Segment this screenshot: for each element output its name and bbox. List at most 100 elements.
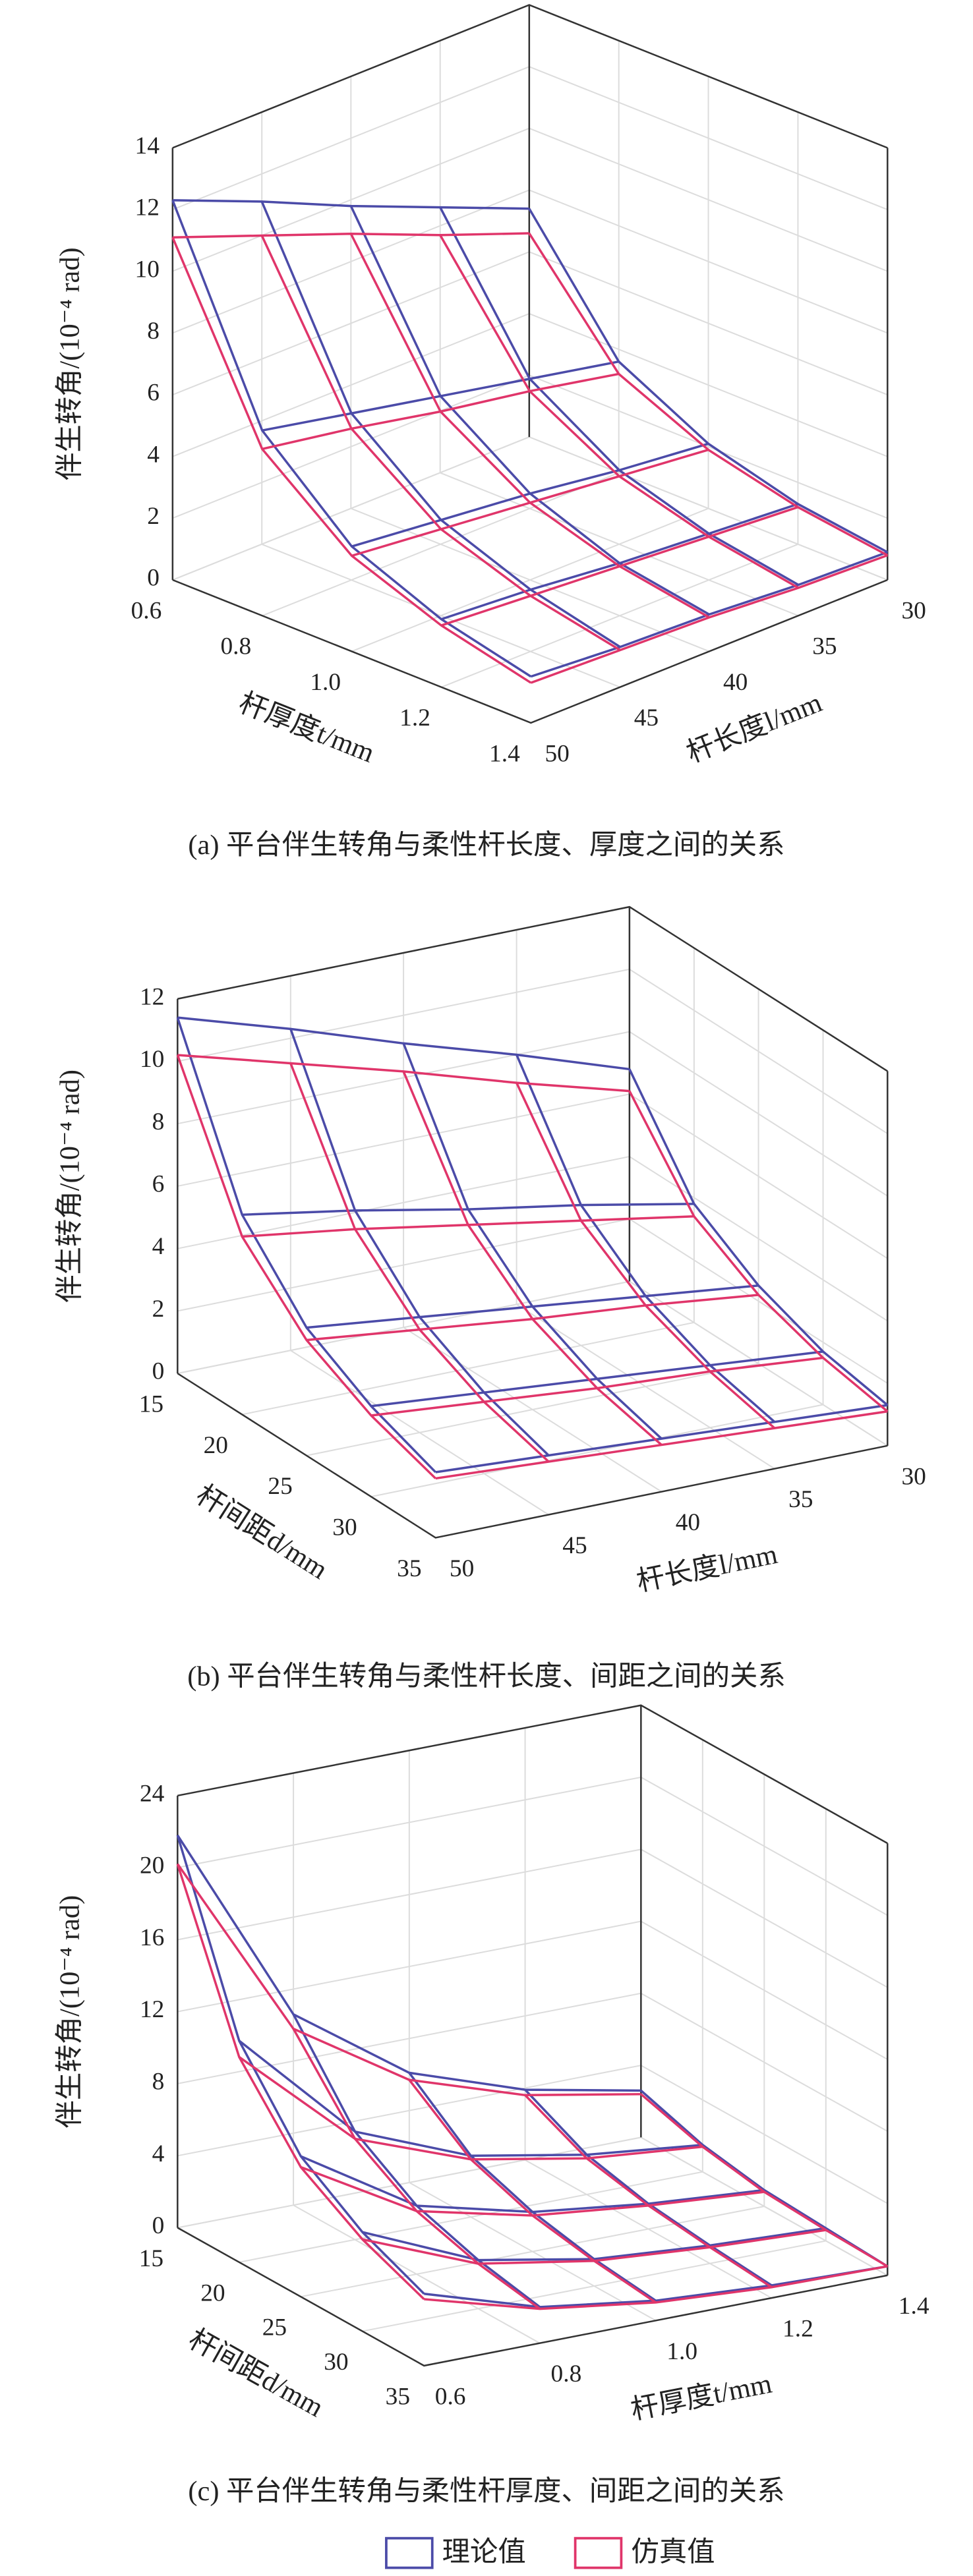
surface-line	[408, 2079, 657, 2304]
surface-line	[528, 208, 889, 554]
surface-line	[172, 232, 529, 239]
surface-line	[408, 2072, 657, 2302]
x-axis-label: 杆厚度t/mm	[235, 687, 379, 769]
x-tick-label: 30	[324, 2349, 348, 2376]
box-edge	[172, 579, 888, 724]
y-grid-line	[408, 1750, 657, 2322]
y-tick-label: 40	[676, 1509, 700, 1536]
z-tick-label: 12	[140, 983, 164, 1010]
z-tick-label: 16	[140, 1924, 164, 1951]
surface-line	[177, 1016, 630, 1071]
box-edge	[172, 4, 888, 149]
x-tick-label: 35	[386, 2383, 410, 2410]
z-tick-label: 14	[135, 132, 160, 159]
y-tick-label: 30	[901, 1463, 926, 1490]
z-tick-label: 2	[152, 1296, 165, 1323]
x-tick-label: 20	[204, 1432, 228, 1459]
z-tick-label: 10	[135, 256, 160, 283]
surface-line	[349, 205, 710, 615]
x-tick-label: 15	[139, 2245, 163, 2272]
y-tick-label: 35	[788, 1486, 813, 1513]
x-tick-label: 1.2	[399, 704, 430, 731]
y-tick-label: 50	[450, 1555, 474, 1582]
surface-line	[292, 2013, 541, 2308]
box-edge	[177, 905, 888, 1072]
surface-line	[176, 1835, 425, 2295]
y-grid-line	[439, 40, 799, 617]
x-axis-label: 杆间距d/mm	[191, 1479, 333, 1586]
surface-line	[402, 1043, 663, 1440]
x-tick-label: 1.0	[310, 669, 341, 696]
z-tick-label: 0	[152, 1358, 165, 1385]
surface-line	[349, 233, 710, 619]
y-grid-line	[403, 952, 663, 1493]
surface-line	[176, 1017, 436, 1474]
z-tick-label: 4	[147, 441, 160, 468]
legend-swatch	[574, 2536, 623, 2569]
z-grid-line	[177, 2065, 888, 2204]
caption: (b) 平台伴生转角与柔性杆长度、间距之间的关系	[187, 1661, 786, 1692]
surface-line	[439, 206, 800, 587]
surface-line	[292, 2028, 541, 2310]
surface-line	[177, 1054, 630, 1093]
surface-line	[171, 237, 532, 684]
z-grid-line	[177, 1848, 888, 1988]
surface-line	[260, 235, 621, 651]
z-tick-label: 4	[152, 1233, 165, 1260]
y-tick-label: 1.4	[899, 2293, 929, 2320]
z-grid-line	[177, 1776, 888, 1916]
surface-line	[528, 233, 889, 557]
surface-line	[289, 1028, 550, 1456]
surface-line	[300, 2165, 765, 2217]
z-tick-label: 8	[152, 2069, 165, 2096]
x-axis-label: 杆间距d/mm	[183, 2324, 328, 2423]
x-tick-label: 15	[139, 1391, 163, 1418]
surface-line	[516, 1082, 776, 1429]
legend-label: 仿真值	[631, 2536, 715, 2567]
y-tick-label: 40	[723, 669, 748, 696]
surface-line	[362, 2227, 827, 2262]
box-edge	[177, 2227, 888, 2367]
y-tick-label: 35	[812, 633, 837, 660]
y-tick-label: 50	[545, 740, 570, 767]
x-grid-line	[239, 1740, 703, 2263]
surface-line	[176, 1864, 425, 2301]
z-tick-label: 2	[147, 503, 160, 530]
z-axis-label: 伴生转角/(10⁻⁴ rad)	[54, 1895, 85, 2129]
y-axis-label: 杆厚度t/mm	[628, 2368, 775, 2426]
z-tick-label: 8	[147, 318, 160, 345]
x-tick-label: 25	[262, 2314, 287, 2341]
z-tick-label: 20	[140, 1852, 164, 1879]
z-tick-label: 24	[140, 1780, 165, 1807]
y-axis-label: 杆长度l/mm	[634, 1539, 781, 1597]
y-tick-label: 30	[901, 597, 926, 624]
z-tick-label: 0	[147, 565, 160, 592]
legend-swatch	[385, 2536, 434, 2569]
y-axis-label: 杆长度l/mm	[682, 687, 827, 768]
z-axis-label: 伴生转角/(10⁻⁴ rad)	[54, 1070, 85, 1303]
y-tick-label: 0.6	[435, 2383, 466, 2410]
y-tick-label: 1.2	[782, 2316, 813, 2343]
x-tick-label: 1.4	[489, 740, 520, 767]
z-tick-label: 6	[147, 380, 160, 407]
surface-line	[439, 234, 800, 589]
z-tick-label: 8	[152, 1108, 165, 1135]
z-tick-label: 6	[152, 1171, 165, 1198]
caption: (c) 平台伴生转角与柔性杆厚度、间距之间的关系	[188, 2476, 784, 2507]
surface-line	[172, 199, 529, 210]
y-tick-label: 45	[562, 1532, 587, 1559]
caption: (a) 平台伴生转角与柔性杆长度、厚度之间的关系	[188, 830, 784, 861]
surface-line	[524, 2094, 773, 2289]
z-tick-label: 4	[152, 2140, 165, 2167]
x-grid-line	[370, 1030, 824, 1498]
x-tick-label: 25	[268, 1473, 292, 1500]
z-tick-label: 12	[135, 194, 160, 221]
y-tick-label: 0.8	[551, 2361, 582, 2388]
z-tick-label: 0	[152, 2212, 165, 2239]
y-grid-line	[261, 112, 621, 688]
z-tick-label: 12	[140, 1996, 164, 2023]
x-tick-label: 35	[397, 1555, 421, 1582]
surface-line	[516, 1054, 776, 1423]
y-grid-line	[350, 76, 710, 652]
